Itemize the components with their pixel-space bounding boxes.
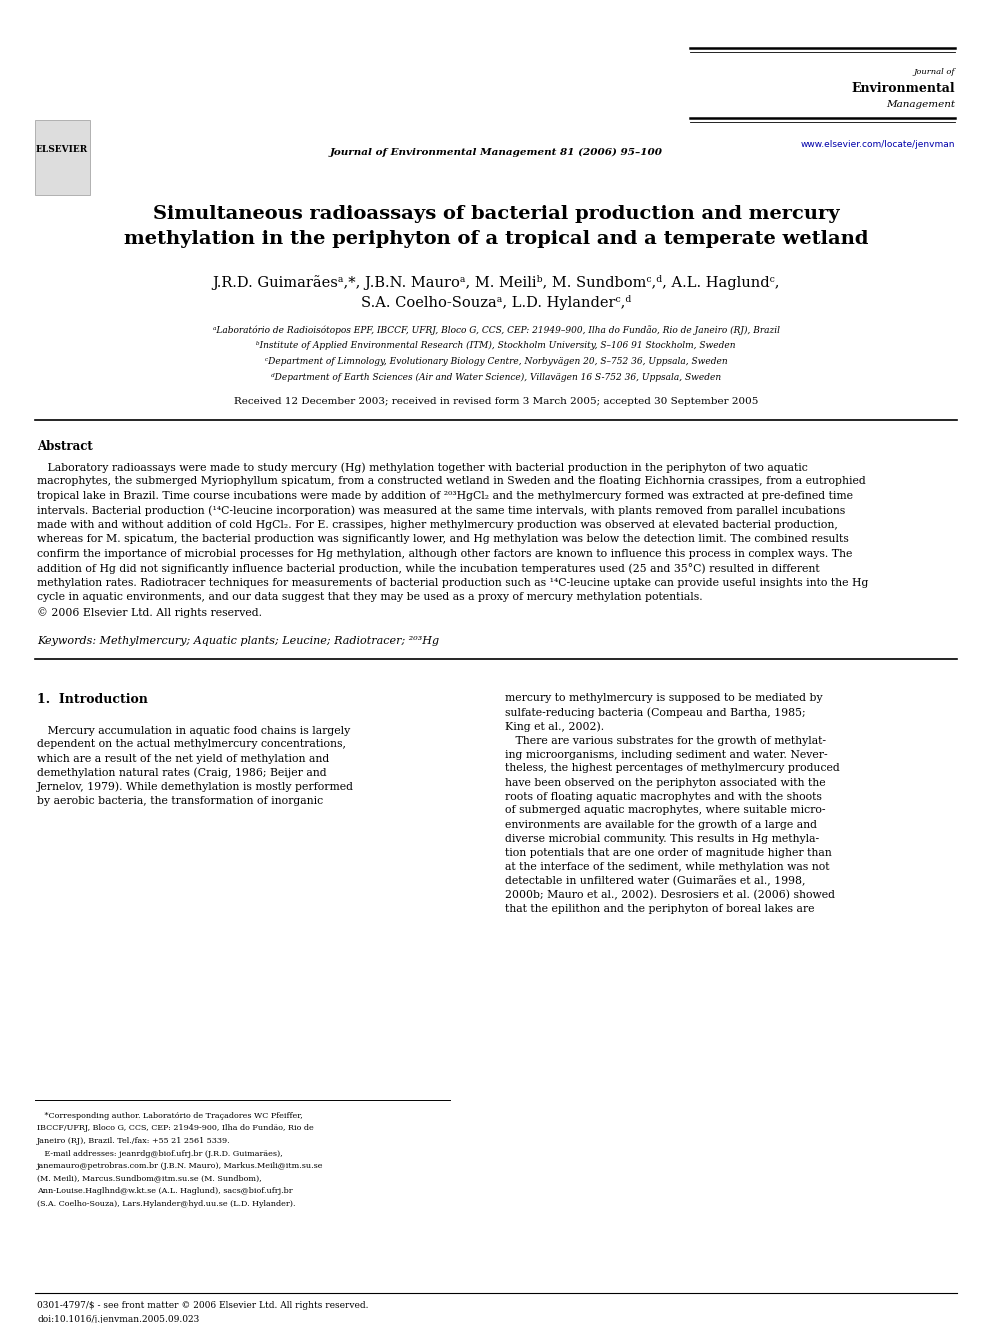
Text: Laboratory radioassays were made to study mercury (Hg) methylation together with: Laboratory radioassays were made to stud… — [37, 462, 807, 472]
Text: macrophytes, the submerged Myriophyllum spicatum, from a constructed wetland in : macrophytes, the submerged Myriophyllum … — [37, 476, 866, 487]
Text: whereas for M. spicatum, the bacterial production was significantly lower, and H: whereas for M. spicatum, the bacterial p… — [37, 534, 849, 545]
Text: of submerged aquatic macrophytes, where suitable micro-: of submerged aquatic macrophytes, where … — [505, 806, 825, 815]
Text: environments are available for the growth of a large and: environments are available for the growt… — [505, 819, 817, 830]
Text: S.A. Coelho-Souzaᵃ, L.D. Hylanderᶜ,ᵈ: S.A. Coelho-Souzaᵃ, L.D. Hylanderᶜ,ᵈ — [361, 295, 631, 310]
Text: King et al., 2002).: King et al., 2002). — [505, 721, 604, 732]
Text: Journal of: Journal of — [914, 67, 955, 75]
Text: cycle in aquatic environments, and our data suggest that they may be used as a p: cycle in aquatic environments, and our d… — [37, 593, 702, 602]
Text: Journal of Environmental Management 81 (2006) 95–100: Journal of Environmental Management 81 (… — [329, 148, 663, 157]
Text: tion potentials that are one order of magnitude higher than: tion potentials that are one order of ma… — [505, 848, 831, 857]
Text: by aerobic bacteria, the transformation of inorganic: by aerobic bacteria, the transformation … — [37, 795, 323, 806]
Text: doi:10.1016/j.jenvman.2005.09.023: doi:10.1016/j.jenvman.2005.09.023 — [37, 1315, 199, 1323]
Text: sulfate-reducing bacteria (Compeau and Bartha, 1985;: sulfate-reducing bacteria (Compeau and B… — [505, 708, 806, 718]
Text: Simultaneous radioassays of bacterial production and mercury: Simultaneous radioassays of bacterial pr… — [153, 205, 839, 224]
Text: E-mail addresses: jeanrdg@biof.ufrj.br (J.R.D. Guimarães),: E-mail addresses: jeanrdg@biof.ufrj.br (… — [37, 1150, 283, 1158]
Text: janemauro@petrobras.com.br (J.B.N. Mauro), Markus.Meili@itm.su.se: janemauro@petrobras.com.br (J.B.N. Mauro… — [37, 1162, 323, 1170]
Text: Management: Management — [886, 101, 955, 108]
Text: J.R.D. Guimarãesᵃ,*, J.B.N. Mauroᵃ, M. Meiliᵇ, M. Sundbomᶜ,ᵈ, A.L. Haglundᶜ,: J.R.D. Guimarãesᵃ,*, J.B.N. Mauroᵃ, M. M… — [212, 275, 780, 290]
Text: (M. Meili), Marcus.Sundbom@itm.su.se (M. Sundbom),: (M. Meili), Marcus.Sundbom@itm.su.se (M.… — [37, 1175, 262, 1183]
Text: 1.  Introduction: 1. Introduction — [37, 693, 148, 706]
Text: Keywords: Methylmercury; Aquatic plants; Leucine; Radiotracer; ²⁰³Hg: Keywords: Methylmercury; Aquatic plants;… — [37, 636, 439, 647]
Text: have been observed on the periphyton associated with the: have been observed on the periphyton ass… — [505, 778, 825, 787]
Text: Received 12 December 2003; received in revised form 3 March 2005; accepted 30 Se: Received 12 December 2003; received in r… — [234, 397, 758, 406]
Text: There are various substrates for the growth of methylat-: There are various substrates for the gro… — [505, 736, 826, 745]
Text: dependent on the actual methylmercury concentrations,: dependent on the actual methylmercury co… — [37, 740, 346, 750]
Text: IBCCF/UFRJ, Bloco G, CCS, CEP: 21949-900, Ilha do Fundão, Rio de: IBCCF/UFRJ, Bloco G, CCS, CEP: 21949-900… — [37, 1125, 313, 1132]
Text: made with and without addition of cold HgCl₂. For E. crassipes, higher methylmer: made with and without addition of cold H… — [37, 520, 838, 531]
Text: diverse microbial community. This results in Hg methyla-: diverse microbial community. This result… — [505, 833, 819, 844]
Text: ᵇInstitute of Applied Environmental Research (ITM), Stockholm University, S–106 : ᵇInstitute of Applied Environmental Rese… — [256, 341, 736, 351]
Text: mercury to methylmercury is supposed to be mediated by: mercury to methylmercury is supposed to … — [505, 693, 822, 704]
Text: roots of floating aquatic macrophytes and with the shoots: roots of floating aquatic macrophytes an… — [505, 791, 822, 802]
Text: Environmental: Environmental — [851, 82, 955, 95]
Bar — [35, 120, 90, 194]
Text: Abstract: Abstract — [37, 441, 92, 452]
Text: ing microorganisms, including sediment and water. Never-: ing microorganisms, including sediment a… — [505, 750, 827, 759]
Text: ᶜDepartment of Limnology, Evolutionary Biology Centre, Norbyvägen 20, S–752 36, : ᶜDepartment of Limnology, Evolutionary B… — [265, 357, 727, 366]
Text: detectable in unfiltered water (Guimarães et al., 1998,: detectable in unfiltered water (Guimarãe… — [505, 876, 806, 886]
Text: Jernelov, 1979). While demethylation is mostly performed: Jernelov, 1979). While demethylation is … — [37, 782, 354, 792]
Text: Mercury accumulation in aquatic food chains is largely: Mercury accumulation in aquatic food cha… — [37, 725, 350, 736]
Text: *Corresponding author. Laboratório de Traçadores WC Pfeiffer,: *Corresponding author. Laboratório de Tr… — [37, 1113, 303, 1121]
Text: www.elsevier.com/locate/jenvman: www.elsevier.com/locate/jenvman — [801, 140, 955, 149]
Text: (S.A. Coelho-Souza), Lars.Hylander@hyd.uu.se (L.D. Hylander).: (S.A. Coelho-Souza), Lars.Hylander@hyd.u… — [37, 1200, 296, 1208]
Text: © 2006 Elsevier Ltd. All rights reserved.: © 2006 Elsevier Ltd. All rights reserved… — [37, 607, 262, 618]
Text: at the interface of the sediment, while methylation was not: at the interface of the sediment, while … — [505, 861, 829, 872]
Text: that the epilithon and the periphyton of boreal lakes are: that the epilithon and the periphyton of… — [505, 904, 814, 913]
Text: 2000b; Mauro et al., 2002). Desrosiers et al. (2006) showed: 2000b; Mauro et al., 2002). Desrosiers e… — [505, 889, 835, 900]
Text: theless, the highest percentages of methylmercury produced: theless, the highest percentages of meth… — [505, 763, 840, 774]
Text: tropical lake in Brazil. Time course incubations were made by addition of ²⁰³HgC: tropical lake in Brazil. Time course inc… — [37, 491, 853, 501]
Text: demethylation natural rates (Craig, 1986; Beijer and: demethylation natural rates (Craig, 1986… — [37, 767, 326, 778]
Text: methylation rates. Radiotracer techniques for measurements of bacterial producti: methylation rates. Radiotracer technique… — [37, 578, 868, 587]
Text: addition of Hg did not significantly influence bacterial production, while the i: addition of Hg did not significantly inf… — [37, 564, 819, 574]
Text: ELSEVIER: ELSEVIER — [36, 146, 88, 153]
Text: methylation in the periphyton of a tropical and a temperate wetland: methylation in the periphyton of a tropi… — [124, 230, 868, 247]
Text: confirm the importance of microbial processes for Hg methylation, although other: confirm the importance of microbial proc… — [37, 549, 852, 560]
Text: Ann-Louise.Haglhnd@w.kt.se (A.L. Haglund), sacs@biof.ufrj.br: Ann-Louise.Haglhnd@w.kt.se (A.L. Haglund… — [37, 1187, 293, 1195]
Text: ᵈDepartment of Earth Sciences (Air and Water Science), Villavägen 16 S-752 36, U: ᵈDepartment of Earth Sciences (Air and W… — [271, 373, 721, 382]
Text: 0301-4797/$ - see front matter © 2006 Elsevier Ltd. All rights reserved.: 0301-4797/$ - see front matter © 2006 El… — [37, 1301, 368, 1310]
Text: ᵃLaboratório de Radioisótopos EPF, IBCCF, UFRJ, Bloco G, CCS, CEP: 21949–900, Il: ᵃLaboratório de Radioisótopos EPF, IBCCF… — [212, 325, 780, 335]
Text: intervals. Bacterial production (¹⁴C-leucine incorporation) was measured at the : intervals. Bacterial production (¹⁴C-leu… — [37, 505, 845, 516]
Text: Janeiro (RJ), Brazil. Tel./fax: +55 21 2561 5339.: Janeiro (RJ), Brazil. Tel./fax: +55 21 2… — [37, 1136, 230, 1144]
Text: which are a result of the net yield of methylation and: which are a result of the net yield of m… — [37, 754, 329, 763]
